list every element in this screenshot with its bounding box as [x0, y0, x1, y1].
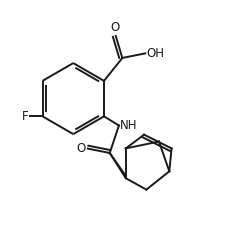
Text: F: F	[22, 110, 29, 123]
Text: O: O	[76, 142, 86, 155]
Text: OH: OH	[146, 47, 164, 60]
Text: O: O	[111, 21, 120, 34]
Text: NH: NH	[120, 119, 138, 132]
